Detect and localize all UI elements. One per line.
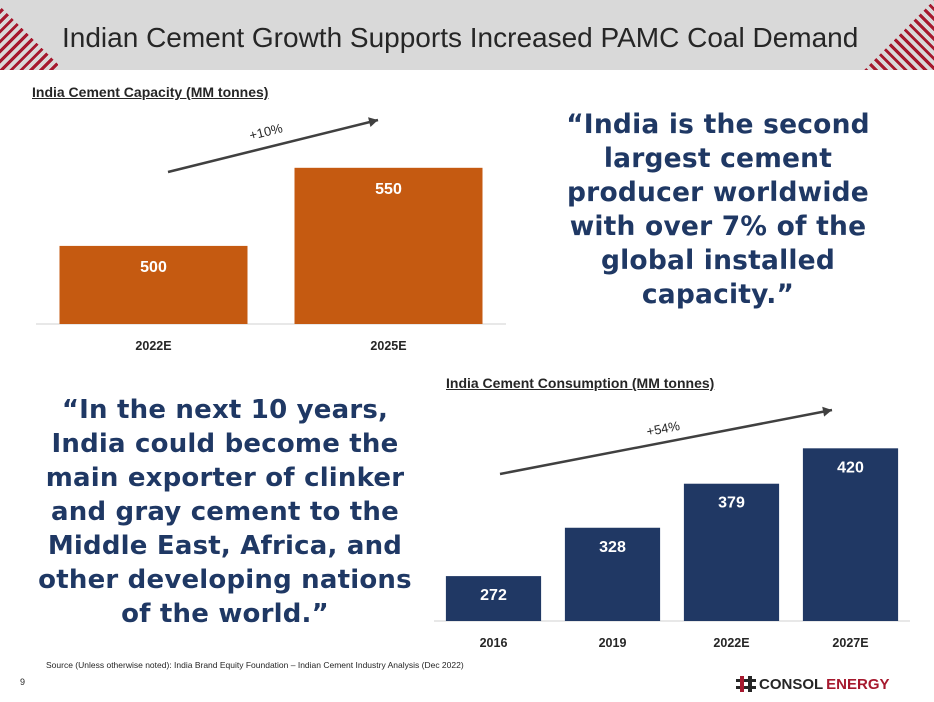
growth-annotation: +10% [248,120,285,143]
tick-label-2016: 2016 [480,636,508,650]
consol-logo-icon [736,676,756,692]
bar-2016 [445,576,542,621]
capacity-chart: 500 2022E 550 2025E +10% [36,117,506,353]
tick-label-2019: 2019 [599,636,627,650]
growth-arrow-head [822,406,832,417]
quote-bottom-left: “In the next 10 years, India could becom… [38,395,412,629]
slide-title: Indian Cement Growth Supports Increased … [62,22,859,53]
consumption-chart-title: India Cement Consumption (MM tonnes) [446,375,715,391]
growth-arrow-head [368,117,378,128]
tick-label-2027e: 2027E [832,636,868,650]
header-stripes-left-mask [0,0,58,70]
data-label-2025e: 550 [375,181,402,198]
page-number: 9 [20,677,26,687]
quote-top-right: “India is the second largest cement prod… [566,109,870,310]
consol-energy-logo: CONSOL ENERGY [736,673,890,695]
tick-label-2022e: 2022E [135,339,171,353]
tick-label-2025e: 2025E [370,339,406,353]
capacity-chart-title: India Cement Capacity (MM tonnes) [32,84,269,100]
slide-header: Indian Cement Growth Supports Increased … [0,0,934,70]
bar-2022e [683,483,780,621]
data-label-2022e: 500 [140,259,167,276]
logo-text-consol: CONSOL [759,675,824,693]
logo-text-energy: ENERGY [826,675,890,693]
header-stripes-right-mask [864,0,934,70]
data-label-2022e: 379 [718,495,745,512]
growth-annotation: +54% [645,418,681,439]
source-note: Source (Unless otherwise noted): India B… [46,660,464,670]
growth-arrow-line [499,408,833,476]
bar-2019 [564,527,661,621]
bar-2025e [294,167,483,324]
consumption-chart: 272 2016 328 2019 379 2022E 420 2027E +54% [434,406,910,650]
data-label-2027e: 420 [837,459,864,476]
data-label-2016: 272 [480,587,507,604]
bar-2022e [59,245,248,324]
data-label-2019: 328 [599,539,626,556]
tick-label-2022e: 2022E [713,636,749,650]
bar-2027e [802,448,899,621]
growth-arrow-line [167,118,379,174]
